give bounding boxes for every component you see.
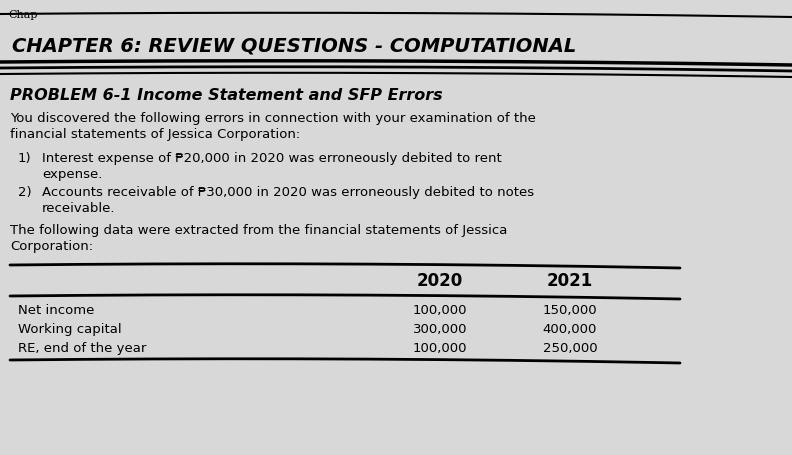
Text: 2020: 2020 [417, 272, 463, 290]
Text: RE, end of the year: RE, end of the year [18, 342, 147, 355]
Text: financial statements of Jessica Corporation:: financial statements of Jessica Corporat… [10, 128, 300, 141]
Text: Corporation:: Corporation: [10, 240, 93, 253]
Text: You discovered the following errors in connection with your examination of the: You discovered the following errors in c… [10, 112, 536, 125]
Text: 250,000: 250,000 [543, 342, 597, 355]
Text: Accounts receivable of ₱30,000 in 2020 was erroneously debited to notes: Accounts receivable of ₱30,000 in 2020 w… [42, 186, 534, 199]
Text: 300,000: 300,000 [413, 323, 467, 336]
Text: 2021: 2021 [546, 272, 593, 290]
Text: expense.: expense. [42, 168, 102, 181]
Text: 150,000: 150,000 [543, 304, 597, 317]
Text: CHAPTER 6: REVIEW QUESTIONS - COMPUTATIONAL: CHAPTER 6: REVIEW QUESTIONS - COMPUTATIO… [12, 36, 577, 55]
Text: The following data were extracted from the financial statements of Jessica: The following data were extracted from t… [10, 224, 508, 237]
Text: receivable.: receivable. [42, 202, 116, 215]
Text: PROBLEM 6-1 Income Statement and SFP Errors: PROBLEM 6-1 Income Statement and SFP Err… [10, 88, 443, 103]
Text: 400,000: 400,000 [543, 323, 597, 336]
Text: 1): 1) [18, 152, 32, 165]
Text: Chap: Chap [8, 10, 37, 20]
Text: Interest expense of ₱20,000 in 2020 was erroneously debited to rent: Interest expense of ₱20,000 in 2020 was … [42, 152, 502, 165]
Text: 100,000: 100,000 [413, 342, 467, 355]
Text: 2): 2) [18, 186, 32, 199]
Text: Net income: Net income [18, 304, 94, 317]
Text: Working capital: Working capital [18, 323, 122, 336]
Text: 100,000: 100,000 [413, 304, 467, 317]
